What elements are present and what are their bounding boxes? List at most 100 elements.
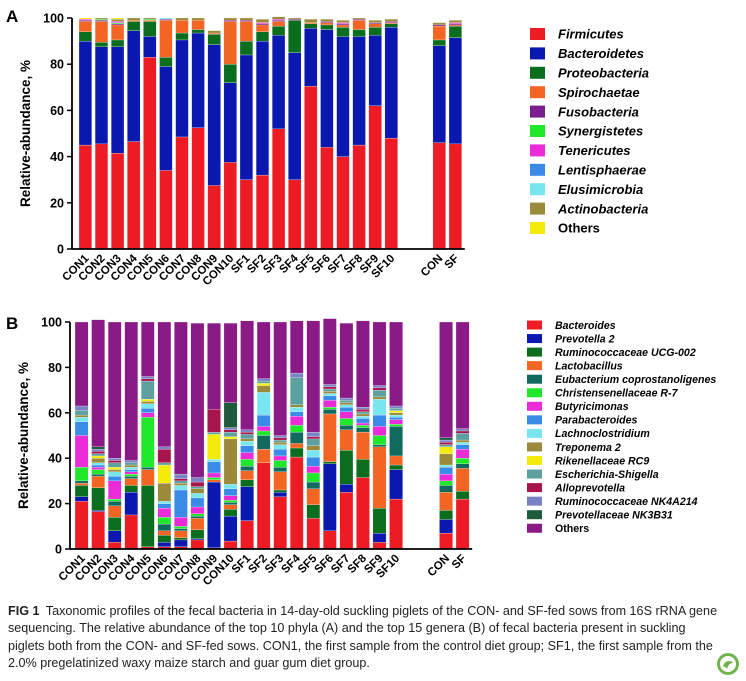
- legend-swatch: [530, 86, 545, 99]
- bar-segment: [372, 399, 387, 416]
- bar-segment: [372, 414, 387, 427]
- bar-segment: [223, 500, 238, 503]
- bar-segment: [94, 19, 109, 21]
- bar-segment: [157, 446, 172, 450]
- bar-segment: [240, 479, 254, 487]
- legend-label: Others: [558, 221, 600, 236]
- bar-segment: [127, 141, 141, 250]
- bar-segment: [240, 320, 254, 430]
- bar-segment: [190, 506, 205, 514]
- bar-segment: [339, 425, 354, 430]
- bar-segment: [240, 486, 254, 521]
- bar-segment: [74, 435, 89, 468]
- bar-segment: [94, 20, 109, 22]
- bar-segment: [273, 489, 287, 493]
- bar-segment: [124, 460, 138, 463]
- bar-segment: [239, 20, 253, 22]
- legend-swatch: [527, 401, 542, 411]
- legend-swatch: [527, 456, 542, 465]
- bar-segment: [74, 405, 89, 411]
- legend-swatch: [530, 163, 545, 176]
- bar-segment: [323, 391, 337, 394]
- bar-segment: [372, 321, 387, 386]
- bar-segment: [389, 405, 403, 409]
- bar-segment: [372, 426, 387, 436]
- bar-segment: [255, 31, 270, 42]
- bar-segment: [455, 458, 470, 465]
- bar-segment: [143, 17, 157, 20]
- panel-label: A: [6, 7, 18, 26]
- bar-segment: [389, 417, 403, 420]
- bar-segment: [389, 412, 403, 416]
- bar-segment: [240, 470, 254, 480]
- bar-segment: [290, 407, 304, 412]
- bar-segment: [74, 414, 89, 418]
- bar-segment: [78, 144, 92, 250]
- bar-segment: [127, 30, 141, 142]
- bar-segment: [389, 426, 403, 457]
- y-tick-label: 0: [55, 543, 62, 557]
- legend-swatch: [530, 47, 545, 60]
- panel-label: B: [6, 314, 18, 333]
- bar-segment: [107, 542, 122, 550]
- y-tick-label: 20: [48, 497, 62, 511]
- bar-segment: [141, 401, 155, 404]
- bar-segment: [323, 413, 337, 462]
- bar-segment: [389, 321, 403, 407]
- bar-segment: [91, 446, 105, 450]
- legend-swatch: [530, 125, 545, 137]
- bar-segment: [439, 321, 453, 438]
- bar-segment: [207, 44, 221, 186]
- bar-segment: [107, 505, 122, 518]
- bar-segment: [272, 21, 286, 27]
- bar-segment: [190, 497, 205, 508]
- bar-segment: [240, 445, 254, 453]
- legend-label: Eubacterium coprostanoligenes: [555, 374, 716, 386]
- bar-segment: [207, 30, 221, 34]
- bar-segment: [111, 39, 125, 47]
- bar-segment: [141, 321, 155, 377]
- bar-segment: [372, 389, 387, 398]
- bar-segment: [159, 170, 173, 250]
- bar-segment: [368, 27, 382, 36]
- bar-segment: [223, 402, 238, 428]
- bar-segment: [124, 485, 138, 493]
- bar-segment: [223, 429, 238, 433]
- bar-segment: [384, 27, 398, 139]
- legend-label: Actinobacteria: [557, 201, 648, 216]
- bar-segment: [91, 511, 105, 550]
- bar-segment: [339, 411, 354, 419]
- bar-segment: [306, 456, 321, 467]
- bar-segment: [191, 29, 205, 34]
- legend-label: Christensenellaceae R-7: [555, 388, 679, 400]
- bar-segment: [127, 21, 141, 31]
- bar-segment: [175, 39, 189, 138]
- bar-segment: [384, 137, 398, 250]
- bar-segment: [290, 443, 304, 449]
- bar-segment: [290, 404, 304, 408]
- bar-segment: [448, 37, 462, 145]
- bar-segment: [190, 518, 205, 530]
- bar-segment: [143, 20, 157, 22]
- bar-segment: [455, 498, 470, 550]
- bar-segment: [91, 458, 105, 463]
- bar-segment: [336, 36, 350, 157]
- bar-segment: [439, 446, 453, 454]
- bar-segment: [240, 466, 254, 471]
- bar-segment: [455, 444, 470, 450]
- bar-segment: [74, 410, 89, 416]
- bar-segment: [91, 473, 105, 477]
- bar-segment: [174, 539, 188, 547]
- bar-segment: [157, 535, 172, 543]
- bar-segment: [288, 179, 302, 250]
- bar-segment: [141, 417, 155, 468]
- bar-segment: [223, 504, 238, 510]
- bar-segment: [320, 21, 334, 23]
- bar-segment: [336, 156, 350, 250]
- bar-segment: [174, 537, 188, 541]
- bar-segment: [107, 530, 122, 543]
- bar-segment: [256, 430, 271, 436]
- bar-segment: [339, 484, 354, 493]
- bar-segment: [273, 496, 287, 550]
